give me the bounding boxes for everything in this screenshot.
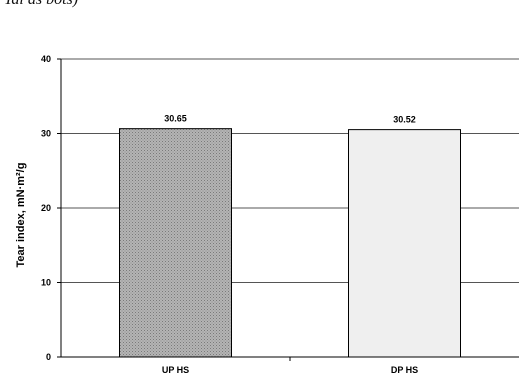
data-label: 30.52 bbox=[393, 115, 416, 125]
tick-labels: 0 10 20 30 40 UP HS DP HS bbox=[41, 54, 418, 375]
top-caption-fragment: Tal as bots) bbox=[4, 0, 78, 9]
y-tick-label: 20 bbox=[41, 203, 51, 213]
y-tick-label: 0 bbox=[46, 352, 51, 362]
bar-up-hs bbox=[119, 128, 232, 358]
y-tick-label: 30 bbox=[41, 129, 51, 139]
x-tick-label: DP HS bbox=[391, 365, 418, 375]
y-tick-label: 40 bbox=[41, 54, 51, 64]
data-label: 30.65 bbox=[164, 114, 187, 124]
y-axis-label: Tear index, mN·m²/g bbox=[15, 163, 27, 268]
y-tick-label: 10 bbox=[41, 278, 51, 288]
bars bbox=[119, 128, 461, 358]
x-tick-label: UP HS bbox=[162, 365, 189, 375]
bar-dp-hs bbox=[348, 129, 461, 358]
data-labels: 30.65 30.52 bbox=[164, 114, 416, 125]
